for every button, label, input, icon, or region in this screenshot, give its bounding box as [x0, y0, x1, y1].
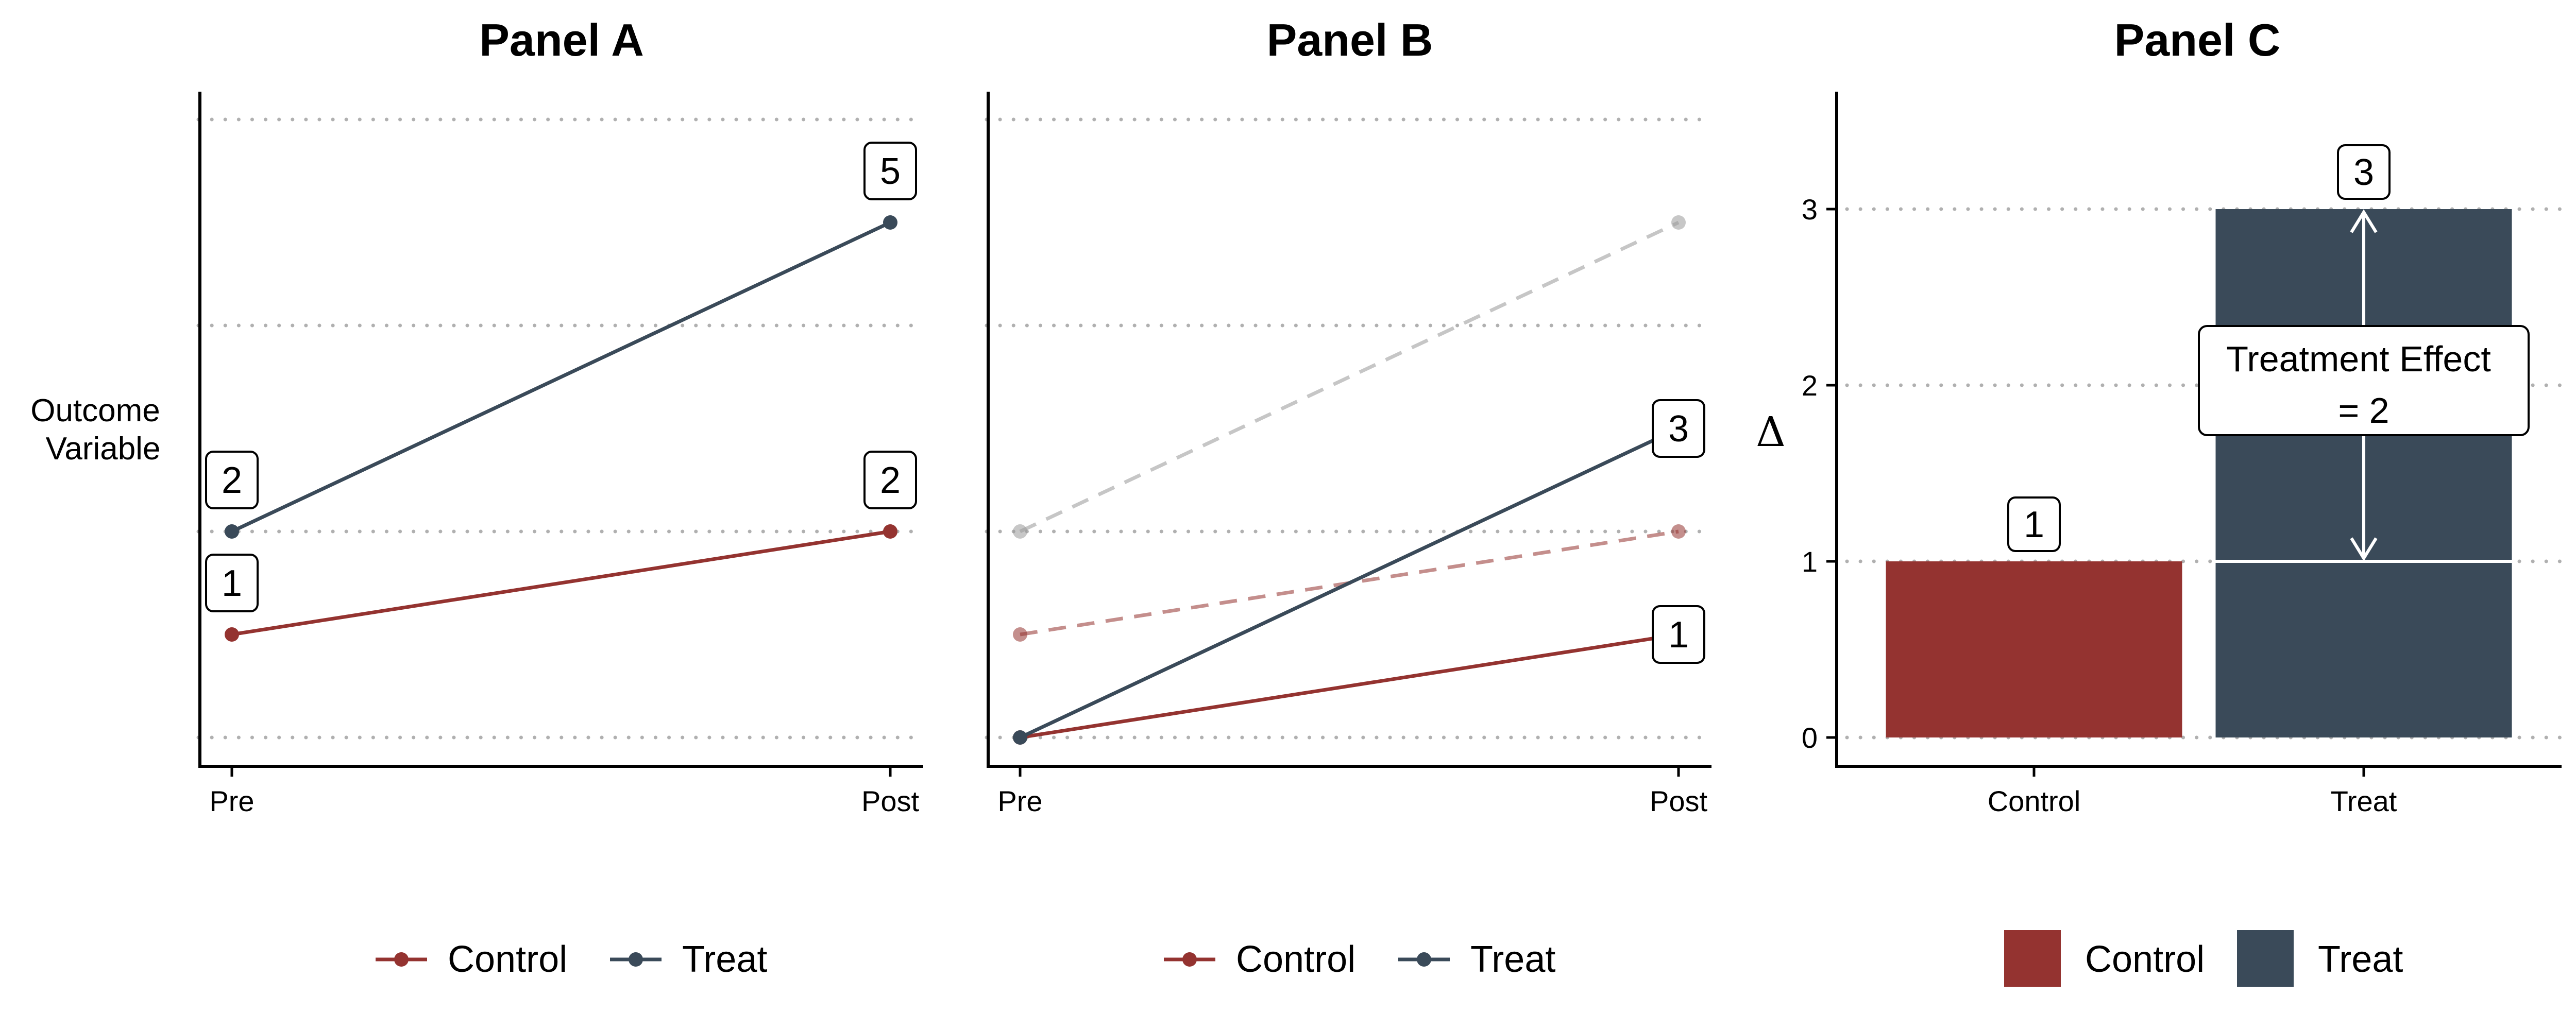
value-label-text: 3 [2353, 152, 2374, 193]
value-label: 3 [2337, 144, 2391, 200]
value-label: 1 [205, 554, 259, 612]
value-label-text: 2 [880, 460, 901, 501]
legend-label: Treat [682, 939, 767, 980]
panel-a-series [225, 215, 897, 642]
series-line-control [1020, 632, 1679, 740]
series-point-treat [1013, 730, 1027, 745]
value-label-text: 1 [2024, 504, 2044, 545]
value-label-box [1652, 399, 1705, 458]
legend-key-swatch [2237, 930, 2294, 987]
effect-label-box [2198, 325, 2530, 436]
reference-point-control [1671, 524, 1686, 539]
value-label: 1 [1652, 605, 1705, 664]
reference-point-control [1013, 627, 1027, 642]
value-label: 5 [863, 142, 917, 200]
value-label: 2 [205, 451, 259, 509]
effect-label-line1: Treatment Effect [2226, 339, 2491, 379]
legend-item-treat: Treat [610, 939, 767, 980]
panel-b-title: Panel B [1267, 14, 1433, 65]
legend-label: Treat [2318, 939, 2403, 980]
panel-c-title: Panel C [2114, 14, 2281, 65]
legend-item-treat: Treat [1398, 939, 1555, 980]
value-label-box [205, 451, 259, 509]
series-point-treat [883, 215, 897, 230]
x-tick-label: Pre [997, 785, 1042, 817]
value-label-box [205, 554, 259, 612]
panel-b-value-labels: 31 [1652, 399, 1705, 664]
panel-a-x-ticks: Pre Post [209, 766, 919, 817]
panel-c-y-ticks: 0 1 2 3 [1802, 193, 1837, 754]
legend-item-control: Control [1164, 939, 1355, 980]
value-label: 2 [863, 451, 917, 509]
bar-control [1886, 561, 2182, 737]
value-label-box [2337, 144, 2391, 200]
panel-c-value-labels: 13 [2007, 144, 2391, 552]
legend-item-treat: Treat [2237, 930, 2403, 987]
value-label-text: 2 [222, 460, 242, 501]
legend-item-control: Control [2004, 930, 2205, 987]
value-label-text: 1 [222, 563, 242, 604]
series-line-treat [231, 220, 891, 534]
series-point-control [883, 524, 897, 539]
value-label-box [1652, 605, 1705, 664]
value-label: 3 [1652, 399, 1705, 458]
x-tick-label: Post [1650, 785, 1707, 817]
panel-a-ylabel-line2: Variable [46, 431, 161, 467]
series-line-treat [1019, 426, 1680, 740]
panel-a: Panel A Outcome Variable Pre Post 2 1 5 2 Co… [30, 14, 926, 980]
legend-label: Control [1236, 939, 1355, 980]
panel-b-legend: Control Treat [1164, 939, 1555, 980]
panel-c-legend: Control Treat [2004, 930, 2403, 987]
panel-a-title: Panel A [479, 14, 644, 65]
legend-label: Control [2085, 939, 2205, 980]
reference-point-ghost [1671, 215, 1686, 230]
panel-b-x-ticks: Pre Post [997, 766, 1707, 817]
treatment-effect-annotation: Treatment Effect = 2 [2198, 209, 2530, 561]
value-label: 1 [2007, 496, 2061, 552]
reference-point-ghost [1013, 524, 1027, 539]
series-line-control [231, 529, 891, 637]
legend-key-point [1417, 952, 1431, 967]
effect-label: Treatment Effect = 2 [2198, 325, 2530, 436]
x-tick-label: Pre [209, 785, 254, 817]
legend-key-point [1182, 952, 1197, 967]
reference-line-ghost [1019, 220, 1680, 534]
y-tick-label: 0 [1802, 722, 1818, 754]
panel-c-x-ticks: Control Treat [1988, 766, 2397, 817]
panel-a-value-labels: 2 1 5 2 [205, 142, 917, 612]
effect-label-line2: = 2 [2338, 390, 2389, 431]
value-label-text: 3 [1668, 408, 1689, 450]
series-point-control [225, 627, 239, 642]
panel-a-gridlines [196, 117, 926, 740]
y-tick-label: 2 [1802, 369, 1818, 402]
panel-b-series [1013, 215, 1686, 745]
effect-arrow-head-up [2350, 209, 2378, 233]
value-label-box [2007, 496, 2061, 552]
value-label-text: 1 [1668, 614, 1689, 656]
value-label-text: 5 [880, 151, 901, 192]
y-tick-label: 1 [1802, 545, 1818, 578]
panel-a-ylabel-line1: Outcome [30, 393, 160, 428]
effect-arrow-head-down [2350, 537, 2378, 561]
panel-c: Panel C Δ 0 1 2 3 Control Treat Treatment Ef… [1756, 14, 2564, 987]
x-tick-label: Post [861, 785, 919, 817]
legend-key-swatch [2004, 930, 2061, 987]
legend-item-control: Control [376, 939, 567, 980]
value-label-box [863, 451, 917, 509]
panel-c-bars [1886, 209, 2512, 737]
x-tick-label: Treat [2331, 785, 2397, 817]
y-tick-label: 3 [1802, 193, 1818, 226]
legend-key-point [394, 952, 409, 967]
value-label-box [863, 142, 917, 200]
panel-c-ylabel: Δ [1756, 408, 1786, 456]
x-tick-label: Control [1988, 785, 2081, 817]
panel-b-gridlines [985, 117, 1714, 740]
legend-key-point [629, 952, 643, 967]
panel-b: Panel B Pre Post 31 Control Treat [985, 14, 1714, 980]
panel-a-legend: Control Treat [376, 939, 767, 980]
legend-label: Treat [1470, 939, 1555, 980]
series-point-treat [225, 524, 239, 539]
legend-label: Control [448, 939, 567, 980]
